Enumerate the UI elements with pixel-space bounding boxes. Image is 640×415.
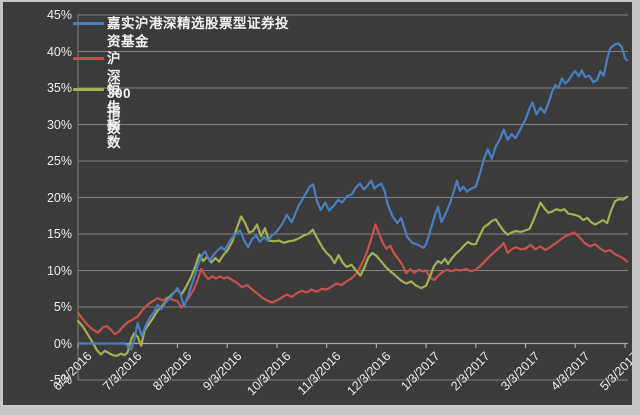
- legend-swatch-hangseng: [73, 88, 104, 91]
- y-tick-label: 5%: [53, 300, 72, 314]
- line-chart: 45% 40% 35% 30% 25% 20% 15% 10% 5% 0% -5% 6/3/2016…: [3, 2, 632, 405]
- y-tick-label: 30%: [46, 117, 72, 132]
- legend-label-hs300: 沪深300指数: [107, 51, 132, 136]
- plot-area: [76, 14, 629, 381]
- legend-swatch-fund: [73, 22, 104, 25]
- y-tick-label: 45%: [46, 8, 72, 22]
- y-tick-label: 35%: [46, 81, 72, 95]
- y-tick-label: 20%: [46, 190, 72, 205]
- series-line-1: [76, 223, 629, 336]
- y-tick-label: 40%: [46, 44, 72, 59]
- legend-label-hangseng: 恒生指数: [107, 82, 121, 150]
- y-tick-label: 15%: [46, 227, 72, 241]
- legend-swatch-hs300: [73, 57, 104, 60]
- y-tick-label: 25%: [46, 154, 72, 168]
- y-tick-label: 10%: [46, 263, 72, 278]
- series-line-0: [76, 42, 629, 351]
- legend-label-fund: 嘉实沪港深精选股票型证券投资基金: [107, 16, 289, 49]
- y-tick-label: -5%: [49, 373, 72, 387]
- y-tick-label: 0%: [53, 336, 72, 351]
